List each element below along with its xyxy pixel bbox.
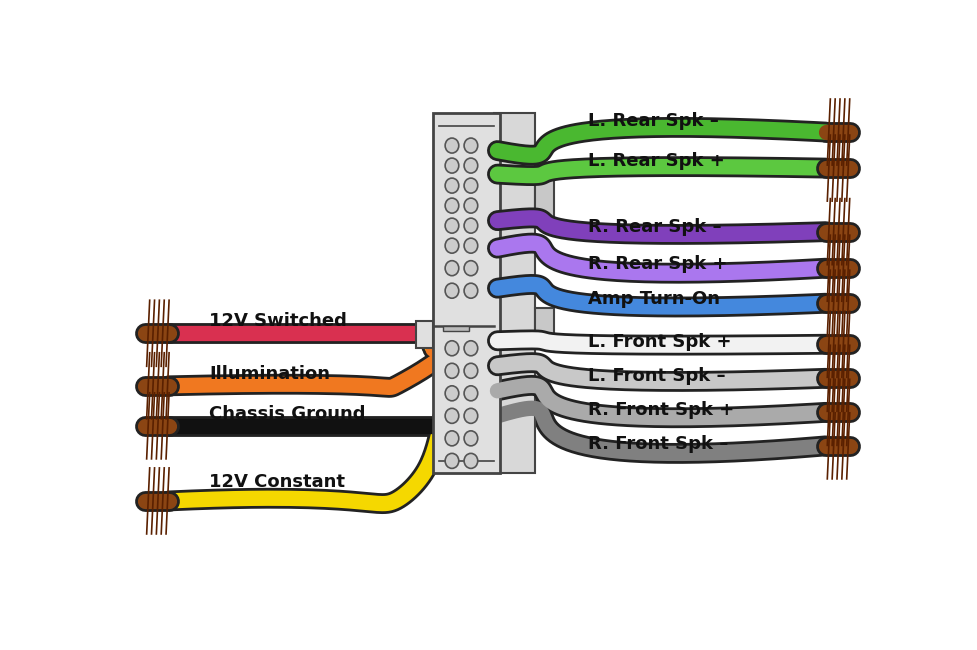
Ellipse shape	[464, 386, 477, 401]
Text: L. Front Spk +: L. Front Spk +	[588, 333, 731, 351]
Ellipse shape	[445, 138, 458, 153]
Ellipse shape	[464, 283, 477, 298]
Bar	[443, 326, 469, 331]
Ellipse shape	[445, 386, 458, 401]
Ellipse shape	[464, 363, 477, 378]
Bar	[493, 113, 534, 473]
Ellipse shape	[445, 363, 458, 378]
Bar	[534, 178, 554, 218]
Ellipse shape	[445, 341, 458, 356]
Ellipse shape	[445, 283, 458, 298]
Text: Amp Turn-On: Amp Turn-On	[588, 290, 720, 308]
Ellipse shape	[464, 408, 477, 423]
Text: R. Front Spk –: R. Front Spk –	[588, 436, 728, 453]
Ellipse shape	[445, 454, 458, 469]
Text: L. Rear Spk –: L. Rear Spk –	[588, 112, 718, 130]
Bar	[534, 308, 554, 348]
Text: 12V Constant: 12V Constant	[209, 473, 345, 491]
Text: Illumination: Illumination	[209, 365, 330, 383]
Ellipse shape	[464, 238, 477, 253]
Ellipse shape	[445, 408, 458, 423]
Text: L. Front Spk –: L. Front Spk –	[588, 367, 725, 385]
Ellipse shape	[445, 198, 458, 213]
Ellipse shape	[445, 178, 458, 193]
Text: R. Rear Spk –: R. Rear Spk –	[588, 218, 721, 236]
Ellipse shape	[464, 138, 477, 153]
Text: L. Rear Spk +: L. Rear Spk +	[588, 151, 724, 170]
Bar	[433, 113, 499, 473]
Text: Chassis Ground: Chassis Ground	[209, 406, 365, 423]
Ellipse shape	[445, 218, 458, 233]
Ellipse shape	[464, 341, 477, 356]
Ellipse shape	[445, 238, 458, 253]
Ellipse shape	[445, 261, 458, 276]
Ellipse shape	[464, 431, 477, 446]
Text: 12V Switched: 12V Switched	[209, 312, 347, 330]
Ellipse shape	[464, 261, 477, 276]
Bar	[416, 320, 433, 348]
Ellipse shape	[445, 431, 458, 446]
Ellipse shape	[464, 178, 477, 193]
Ellipse shape	[464, 198, 477, 213]
Ellipse shape	[445, 158, 458, 173]
Text: R. Rear Spk +: R. Rear Spk +	[588, 255, 727, 273]
Ellipse shape	[464, 454, 477, 469]
Text: R. Front Spk +: R. Front Spk +	[588, 401, 734, 419]
Ellipse shape	[464, 218, 477, 233]
Ellipse shape	[464, 158, 477, 173]
